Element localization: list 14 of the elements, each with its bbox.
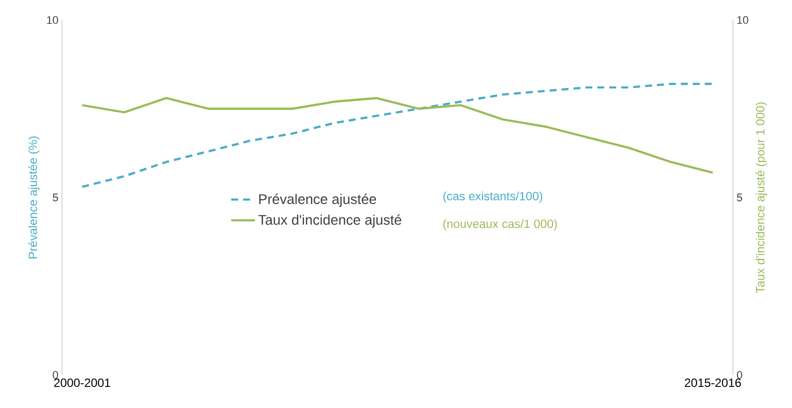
legend-label: Prévalence ajustée [259, 194, 376, 207]
legend-label: Taux d'incidence ajusté [258, 214, 402, 228]
y-tick-label: 0 [52, 371, 58, 379]
y-tick-label: 5 [52, 194, 58, 202]
y-tick-label: 10 [47, 16, 58, 24]
y2-tick-label: 0 [736, 371, 742, 379]
y2-axis-title: Taux d'incidence ajusté (pour 1 000) [756, 102, 767, 294]
x-tick-label: 2000-2001 [54, 378, 110, 387]
y2-tick-label: 5 [736, 194, 742, 202]
y-axis-title: Prévalence ajustée (%) [28, 136, 40, 258]
x-tick-label: 2015-2016 [684, 378, 741, 387]
y2-tick-label: 10 [737, 16, 748, 24]
annotation: (nouveaux cas/1 000) [443, 219, 557, 230]
annotation: (cas existants/100) [443, 192, 542, 203]
